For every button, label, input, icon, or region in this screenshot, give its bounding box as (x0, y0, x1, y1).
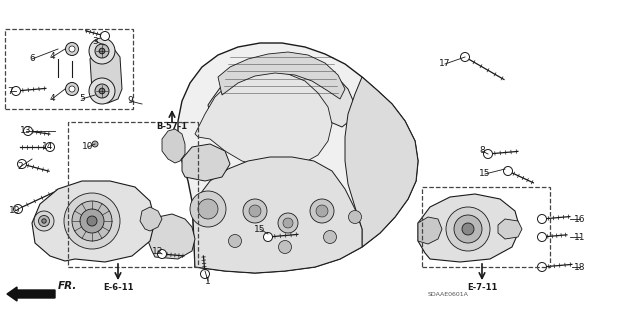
Circle shape (45, 143, 54, 152)
Polygon shape (182, 144, 230, 181)
Circle shape (283, 218, 293, 228)
Polygon shape (345, 77, 418, 247)
Circle shape (483, 150, 493, 159)
Text: 3: 3 (92, 36, 98, 46)
FancyArrow shape (7, 287, 55, 301)
Circle shape (87, 216, 97, 226)
Circle shape (92, 141, 98, 147)
Circle shape (446, 207, 490, 251)
Circle shape (42, 219, 46, 223)
Circle shape (462, 223, 474, 235)
Circle shape (100, 32, 109, 41)
Text: E-6-11: E-6-11 (103, 283, 133, 292)
Bar (5, 29, 133, 109)
Circle shape (80, 209, 104, 233)
Polygon shape (162, 129, 185, 163)
Circle shape (65, 83, 79, 95)
Polygon shape (32, 181, 155, 262)
Circle shape (190, 191, 226, 227)
Circle shape (12, 86, 20, 95)
Polygon shape (418, 217, 442, 244)
Polygon shape (193, 157, 362, 273)
Text: 6: 6 (29, 55, 35, 63)
Polygon shape (90, 45, 122, 103)
Circle shape (24, 127, 33, 136)
Circle shape (17, 160, 26, 168)
Circle shape (95, 44, 109, 58)
Circle shape (316, 205, 328, 217)
Circle shape (65, 42, 79, 56)
Text: 11: 11 (574, 233, 586, 241)
Circle shape (349, 211, 362, 224)
Polygon shape (218, 52, 345, 99)
Circle shape (243, 199, 267, 223)
Polygon shape (148, 214, 195, 259)
Text: 5: 5 (79, 94, 85, 103)
Text: 8: 8 (479, 146, 485, 155)
Circle shape (249, 205, 261, 217)
Circle shape (13, 204, 22, 213)
Polygon shape (178, 43, 418, 273)
Circle shape (323, 231, 337, 243)
Circle shape (278, 241, 291, 254)
Circle shape (99, 48, 105, 54)
Circle shape (198, 199, 218, 219)
Text: 4: 4 (49, 53, 55, 62)
Text: 15: 15 (479, 169, 491, 179)
Text: 17: 17 (439, 60, 451, 69)
Circle shape (538, 263, 547, 271)
Circle shape (228, 234, 241, 248)
Text: 1: 1 (205, 277, 211, 286)
Text: FR.: FR. (58, 281, 77, 291)
Circle shape (89, 38, 115, 64)
Circle shape (69, 46, 75, 52)
Circle shape (72, 201, 112, 241)
Text: 12: 12 (152, 247, 164, 256)
Text: 19: 19 (9, 206, 20, 216)
Text: B-57-1: B-57-1 (156, 122, 188, 131)
Circle shape (310, 199, 334, 223)
Circle shape (200, 270, 209, 278)
Circle shape (454, 215, 482, 243)
Text: 4: 4 (49, 94, 55, 103)
Polygon shape (140, 207, 162, 231)
Polygon shape (195, 71, 332, 169)
Circle shape (69, 86, 75, 92)
Text: SDAAE0601A: SDAAE0601A (428, 292, 469, 297)
Circle shape (99, 88, 105, 94)
Bar (68, 122, 198, 267)
Text: 18: 18 (574, 263, 586, 271)
Polygon shape (498, 219, 522, 239)
Circle shape (64, 193, 120, 249)
Text: 9: 9 (127, 97, 133, 106)
Circle shape (157, 249, 166, 258)
Text: 7: 7 (7, 86, 13, 95)
Circle shape (504, 167, 513, 175)
Circle shape (538, 214, 547, 224)
Text: 16: 16 (574, 214, 586, 224)
Circle shape (95, 84, 109, 98)
Circle shape (89, 78, 115, 104)
Bar (422, 187, 550, 267)
Circle shape (278, 213, 298, 233)
Text: E-7-11: E-7-11 (467, 283, 497, 292)
Circle shape (461, 53, 470, 62)
Circle shape (538, 233, 547, 241)
Text: 10: 10 (83, 143, 93, 152)
Text: 14: 14 (42, 143, 54, 152)
Circle shape (34, 211, 54, 231)
Circle shape (38, 216, 49, 226)
Polygon shape (208, 55, 355, 127)
Circle shape (264, 233, 273, 241)
Text: 15: 15 (254, 225, 266, 234)
Text: 2: 2 (17, 162, 23, 172)
Text: 13: 13 (20, 127, 32, 136)
Polygon shape (418, 194, 520, 262)
